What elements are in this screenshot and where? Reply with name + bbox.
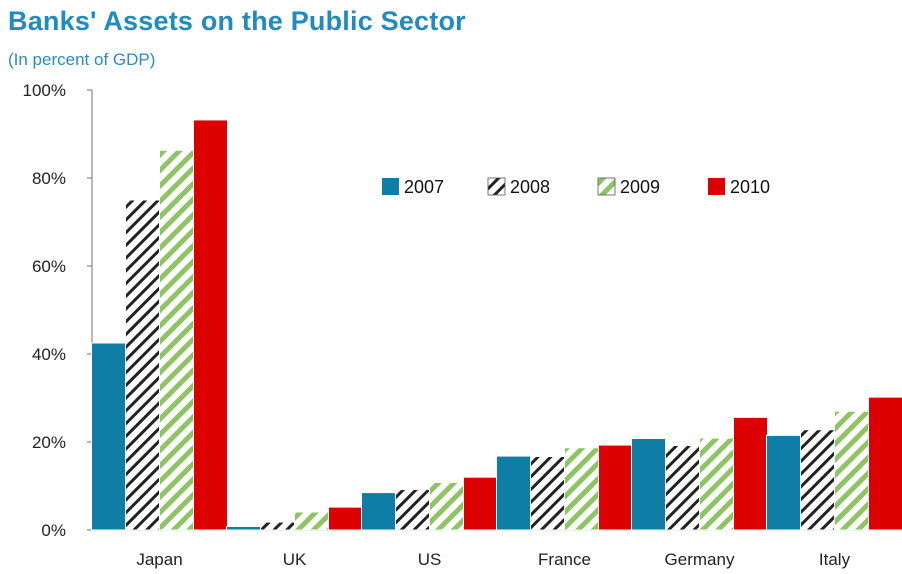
y-tick-label: 20% [32, 433, 66, 452]
legend-swatch-2009 [597, 177, 616, 196]
x-tick-label: Germany [665, 550, 735, 569]
bar-france-2007 [496, 455, 531, 531]
bar-uk-2007 [226, 525, 261, 531]
x-tick-label: France [538, 550, 591, 569]
x-tick-label: UK [283, 550, 307, 569]
bars [91, 119, 902, 531]
bar-germany-2010 [733, 416, 768, 531]
bar-germany-2009 [699, 437, 734, 531]
x-tick-label: US [418, 550, 442, 569]
legend-swatch-2010 [708, 178, 725, 195]
legend-label-2008: 2008 [510, 177, 550, 197]
bar-germany-2007 [631, 437, 666, 531]
bar-japan-2009 [159, 149, 194, 531]
y-tick-label: 80% [32, 169, 66, 188]
bar-japan-2008 [125, 199, 160, 531]
bar-us-2009 [429, 481, 464, 531]
legend-swatch-2008 [487, 177, 506, 196]
bar-japan-2007 [91, 342, 126, 531]
legend-label-2009: 2009 [620, 177, 660, 197]
y-tick-label: 60% [32, 257, 66, 276]
legend-label-2007: 2007 [404, 177, 444, 197]
bar-uk-2010 [328, 506, 363, 531]
chart-title: Banks' Assets on the Public Sector [8, 6, 466, 36]
legend-swatch-2007 [382, 178, 399, 195]
x-tick-label: Italy [819, 550, 851, 569]
y-tick-label: 40% [32, 345, 66, 364]
bar-germany-2008 [665, 445, 700, 531]
chart-subtitle: (In percent of GDP) [8, 50, 156, 69]
legend: 2007 2008 2009 2010 [382, 177, 770, 197]
bar-us-2007 [361, 492, 396, 531]
bar-italy-2008 [800, 429, 835, 531]
bar-france-2010 [598, 444, 633, 531]
x-axis-labels: Japan UK US France Germany Italy [136, 550, 850, 569]
bar-italy-2009 [834, 410, 869, 531]
bar-france-2009 [564, 447, 599, 531]
x-tick-label: Japan [136, 550, 182, 569]
bar-italy-2007 [766, 434, 801, 531]
bar-france-2008 [530, 456, 565, 531]
bar-uk-2008 [260, 521, 295, 531]
bar-uk-2009 [294, 511, 329, 531]
legend-label-2010: 2010 [730, 177, 770, 197]
y-tick-label: 0% [41, 521, 66, 540]
bar-japan-2010 [193, 119, 228, 531]
y-axis-labels: 0% 20% 40% 60% 80% 100% [23, 81, 66, 540]
bar-us-2008 [395, 489, 430, 531]
y-tick-label: 100% [23, 81, 66, 100]
bar-italy-2010 [868, 396, 902, 531]
bar-us-2010 [463, 476, 498, 531]
